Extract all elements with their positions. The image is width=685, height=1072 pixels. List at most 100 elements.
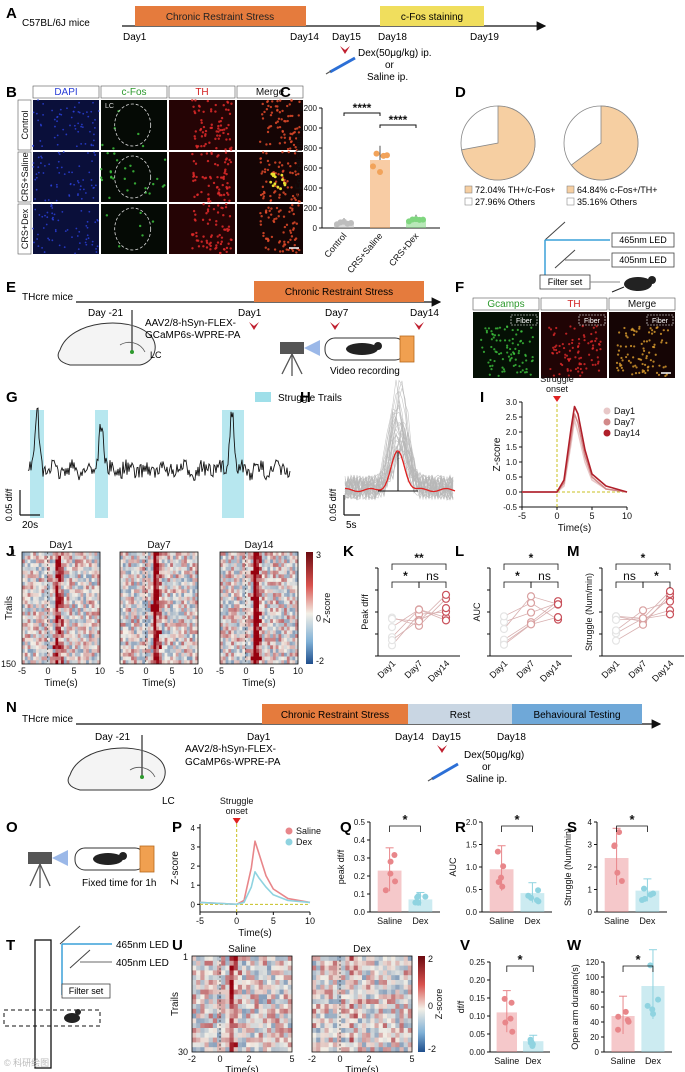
panelU-heatmap-cell <box>366 956 371 962</box>
panelF-cell <box>594 331 597 334</box>
panelJ-heatmap-cell <box>259 608 263 613</box>
panelT-led1: 465nm LED <box>116 940 169 951</box>
panelU-heatmap-cell <box>196 1028 201 1034</box>
panelJ-heatmap-cell <box>281 585 285 590</box>
panelP-xlabel: Time(s) <box>238 928 272 939</box>
panelJ-heatmap-cell <box>150 641 154 646</box>
panelJ-heatmap-cell <box>27 589 31 594</box>
panelU-heatmap-cell <box>320 1037 325 1043</box>
panelJ-heatmap-cell <box>186 645 190 650</box>
panelB-cell <box>224 228 227 231</box>
panelJ-heatmap-cell <box>250 585 254 590</box>
panelU-heatmap-cell <box>357 960 363 966</box>
panelB-cell <box>214 103 217 107</box>
panelJ-heatmap-cell <box>222 641 226 646</box>
panelJ-heatmap-cell <box>284 608 288 613</box>
panelJ-heatmap-cell <box>164 552 168 557</box>
panelF-cell <box>520 330 523 333</box>
panelU-heatmap-cell <box>229 1047 234 1053</box>
panelU-heatmap-cell <box>192 1013 197 1019</box>
panelB-cell <box>219 242 223 246</box>
panelJ-heatmap-cell <box>35 656 40 661</box>
panelF-cell <box>627 359 631 362</box>
panelB-cell <box>193 135 196 138</box>
panelJ-heatmap-cell <box>247 626 251 631</box>
panelJ-heatmap-cell <box>256 593 260 598</box>
panelJ-heatmap-cell <box>55 559 59 564</box>
panelU-heatmap-cell <box>250 989 255 995</box>
panelJ-heatmap-cell <box>147 619 151 624</box>
panelJ-heatmap-cell <box>228 593 232 598</box>
panelJ-heatmap-cell <box>261 622 265 627</box>
panelJ-heatmap-cell <box>161 641 165 646</box>
panelJ-heatmap-cell <box>256 649 260 654</box>
panelJ-heatmap-cell <box>120 559 124 564</box>
panelB-cell <box>94 118 96 121</box>
panelB-cell <box>286 104 289 108</box>
panelJ-heatmap-cell <box>55 555 59 560</box>
panelJ-heatmap-cell <box>145 555 149 560</box>
panelJ-heatmap-cell <box>30 641 34 646</box>
panelJ-heatmap-cell <box>231 574 235 579</box>
panelB-cell <box>280 136 283 139</box>
panelU-heatmap-cell <box>242 989 247 995</box>
panelJ-heatmap-cell <box>128 559 132 564</box>
panelB-cell <box>289 231 293 234</box>
panelB-col-header <box>32 85 100 99</box>
panelB-cell <box>276 105 279 108</box>
panelF-cell <box>515 333 518 336</box>
panelJ-heatmap-cell <box>295 630 299 635</box>
panelJ-heatmap-cell <box>239 585 243 590</box>
panelB-cell <box>47 237 49 240</box>
panelJ-heatmap-cell <box>278 630 282 635</box>
panelJ-heatmap-cell <box>275 585 279 590</box>
panelU-heatmap-cell <box>391 999 396 1005</box>
panelJ-heatmap-cell <box>91 619 95 624</box>
panelJ-heatmap-cell <box>267 596 271 601</box>
panelF-cell <box>489 365 492 368</box>
panelJ-heatmap-cell <box>145 611 149 616</box>
panelF-cell <box>493 334 497 337</box>
panelU-heatmap-cell <box>196 965 201 971</box>
panelJ-heatmap-cell <box>278 574 282 579</box>
panelJ-heatmap-cell <box>259 645 263 650</box>
panelJ-heatmap-cell <box>220 578 224 583</box>
panelJ-heatmap-cell <box>222 574 226 579</box>
panelJ-heatmap-cell <box>236 570 240 575</box>
panelC-sig-label: **** <box>389 113 408 127</box>
panelJ-heatmap-cell <box>122 619 126 624</box>
panelU-heatmap-cell <box>332 1032 338 1038</box>
panelU-heatmap-cell <box>204 994 209 1000</box>
panelJ-heatmap-cell <box>159 563 163 568</box>
panelU-heatmap-cell <box>374 970 379 976</box>
panelU-heatmap-cell <box>312 984 317 990</box>
panelF-cell <box>481 346 484 349</box>
panelU-heatmap-cell <box>370 1042 375 1048</box>
panelJ-heatmap-cell <box>35 574 40 579</box>
panelJ-heatmap-cell <box>167 600 171 605</box>
panelF-cell <box>588 353 591 356</box>
panelF-fiber-box <box>578 314 606 326</box>
panelU-heatmap-cell <box>258 984 264 990</box>
panelJ-heatmap-cell <box>139 552 143 557</box>
panelC-point <box>373 150 380 157</box>
panelU-heatmap-cell <box>353 1028 359 1034</box>
panelJ-heatmap-cell <box>261 649 265 654</box>
panelU-heatmap-cell <box>217 1023 222 1029</box>
panelF-cell <box>493 359 496 363</box>
panelJ-heatmap-cell <box>267 626 271 631</box>
panelU-heatmap-cell <box>378 1013 384 1019</box>
panelU-heatmap-cell <box>212 1037 218 1043</box>
panelF-cell <box>597 369 601 372</box>
panelM-point <box>665 587 675 596</box>
panelJ-heatmap-cell <box>233 634 238 639</box>
panelU-heatmap-cell <box>366 960 371 966</box>
panelJ-heatmap-cell <box>250 552 254 557</box>
panelU-heatmap-cell <box>250 1028 255 1034</box>
panelJ-heatmap-cell <box>292 660 296 665</box>
panelJ-heatmap-cell <box>281 608 285 613</box>
panelB-cell <box>220 116 224 120</box>
panelJ-heatmap-cell <box>264 611 268 616</box>
panelU-heatmap-cell <box>279 980 284 986</box>
panelU-heatmap-cell <box>353 1042 359 1048</box>
